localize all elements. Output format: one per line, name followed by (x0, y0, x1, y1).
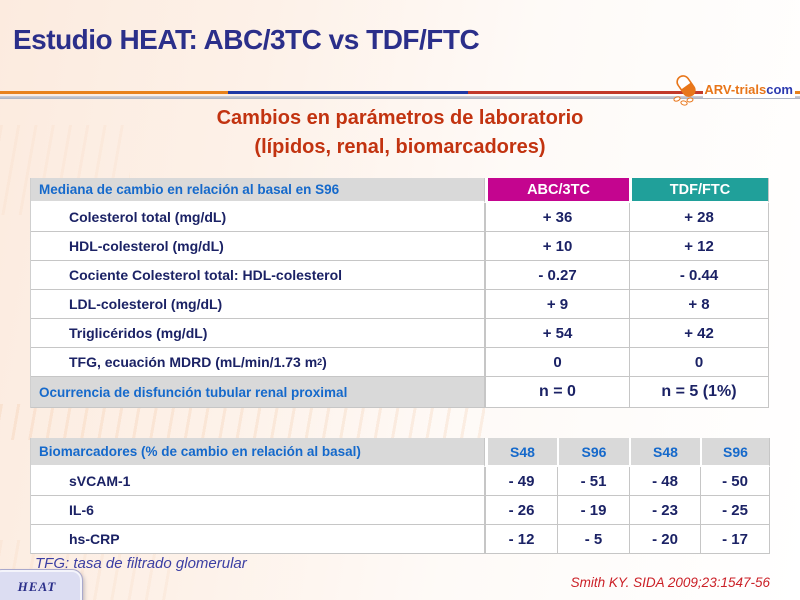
value-s96-abc: - 51 (557, 467, 629, 496)
value-s48-abc: - 26 (485, 496, 557, 525)
slide-subtitle: Cambios en parámetros de laboratorio (lí… (0, 104, 800, 162)
logo-text-suffix: com (766, 82, 793, 97)
footnote: TFG: tasa de filtrado glomerular (35, 555, 247, 572)
value-s48-abc: - 49 (485, 467, 557, 496)
row-label-tfg-mdrd: TFG, ecuación MDRD (mL/min/1.73 m 2) (31, 348, 485, 377)
value-tdf: n = 5 (1%) (629, 377, 769, 408)
row-label-colesterol-total: Colesterol total (mg/dL) (31, 203, 485, 232)
row-label-hscrp: hs-CRP (31, 525, 485, 554)
value-s48-abc: - 12 (485, 525, 557, 554)
row-label-disfuncion-tubular: Ocurrencia de disfunción tubular renal p… (31, 377, 485, 408)
table1-header-label: Mediana de cambio en relación al basal e… (31, 178, 485, 203)
table1-header-tdfftc: TDF/FTC (629, 178, 769, 203)
citation: Smith KY. SIDA 2009;23:1547-56 (570, 575, 770, 590)
table1-header-abc3tc: ABC/3TC (485, 178, 629, 203)
value-tdf: - 0.44 (629, 261, 769, 290)
pill-capsule-icon (673, 75, 697, 106)
table2-header-s48-tdf: S48 (629, 438, 700, 467)
value-s48-tdf: - 48 (629, 467, 700, 496)
biomarkers-table: Biomarcadores (% de cambio en relación a… (30, 438, 770, 554)
value-s48-tdf: - 23 (629, 496, 700, 525)
tfg-label-end: ) (322, 354, 327, 370)
slide-title: Estudio HEAT: ABC/3TC vs TDF/FTC (13, 24, 480, 55)
row-label-il6: IL-6 (31, 496, 485, 525)
row-label-ldl: LDL-colesterol (mg/dL) (31, 290, 485, 319)
row-label-svcam1: sVCAM-1 (31, 467, 485, 496)
value-tdf: + 42 (629, 319, 769, 348)
table2-header-s48-abc: S48 (485, 438, 557, 467)
value-tdf: 0 (629, 348, 769, 377)
value-abc: + 36 (485, 203, 629, 232)
divider-line-gray (0, 96, 800, 99)
value-tdf: + 8 (629, 290, 769, 319)
subtitle-line2: (lípidos, renal, biomarcadores) (254, 136, 546, 158)
value-tdf: + 12 (629, 232, 769, 261)
logo-text-main: ARV-trials (704, 82, 767, 97)
divider-line-color (0, 91, 800, 94)
value-tdf: + 28 (629, 203, 769, 232)
value-abc: + 10 (485, 232, 629, 261)
wheat-decoration (0, 404, 485, 440)
value-abc: + 9 (485, 290, 629, 319)
row-label-hdl: HDL-colesterol (mg/dL) (31, 232, 485, 261)
arv-trials-logo[interactable]: ARV-trialscom (670, 74, 795, 106)
table2-header-s96-tdf: S96 (700, 438, 770, 467)
value-s96-abc: - 5 (557, 525, 629, 554)
value-s96-abc: - 19 (557, 496, 629, 525)
value-s96-tdf: - 25 (700, 496, 770, 525)
row-label-trigliceridos: Triglicéridos (mg/dL) (31, 319, 485, 348)
table2-header-s96-abc: S96 (557, 438, 629, 467)
value-s96-tdf: - 17 (700, 525, 770, 554)
tfg-label-main: TFG, ecuación MDRD (mL/min/1.73 m (69, 354, 318, 370)
value-abc: n = 0 (485, 377, 629, 408)
value-abc: 0 (485, 348, 629, 377)
heat-nav-label: HEAT (17, 579, 57, 594)
lab-changes-table: Mediana de cambio en relación al basal e… (30, 178, 769, 408)
subtitle-line1: Cambios en parámetros de laboratorio (216, 107, 584, 129)
heat-nav-button[interactable]: HEAT (0, 569, 83, 600)
row-label-cociente: Cociente Colesterol total: HDL-colestero… (31, 261, 485, 290)
value-s96-tdf: - 50 (700, 467, 770, 496)
value-s48-tdf: - 20 (629, 525, 700, 554)
table2-header-label: Biomarcadores (% de cambio en relación a… (31, 438, 485, 467)
value-abc: - 0.27 (485, 261, 629, 290)
logo-text: ARV-trialscom (703, 82, 795, 98)
value-abc: + 54 (485, 319, 629, 348)
